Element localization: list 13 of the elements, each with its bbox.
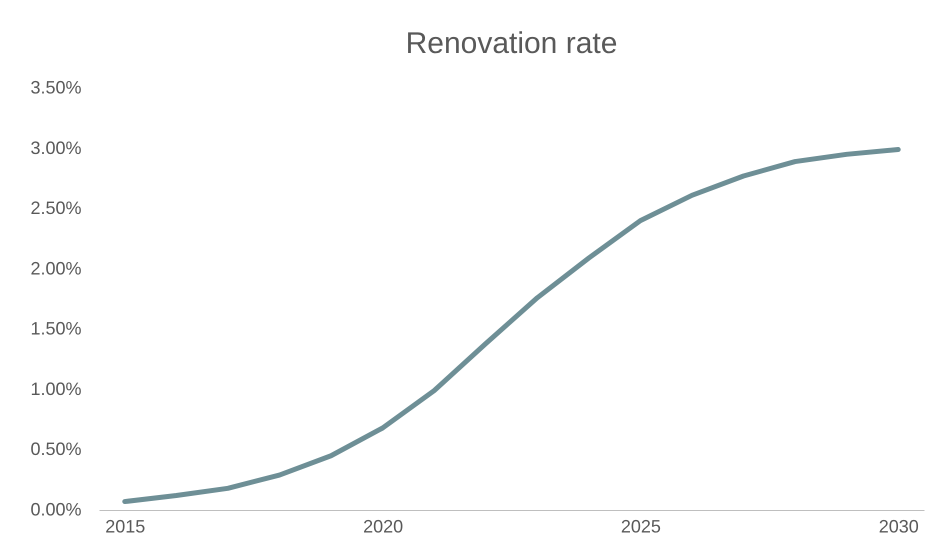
y-tick-label: 3.00% [30, 138, 82, 158]
y-tick-label: 0.50% [30, 439, 82, 460]
chart-title: Renovation rate [406, 27, 618, 60]
y-tick-label: 1.50% [30, 318, 82, 339]
x-tick-label: 2025 [620, 516, 661, 536]
y-tick-label: 2.50% [30, 198, 82, 218]
y-tick-label: 1.00% [30, 378, 82, 399]
x-tick-label: 2030 [878, 516, 919, 536]
y-tick-label: 3.50% [30, 78, 82, 98]
y-tick-label: 2.00% [30, 258, 82, 278]
x-tick-label: 2015 [105, 516, 146, 536]
x-tick-label: 2020 [363, 516, 404, 536]
y-tick-label: 0.00% [30, 500, 82, 520]
